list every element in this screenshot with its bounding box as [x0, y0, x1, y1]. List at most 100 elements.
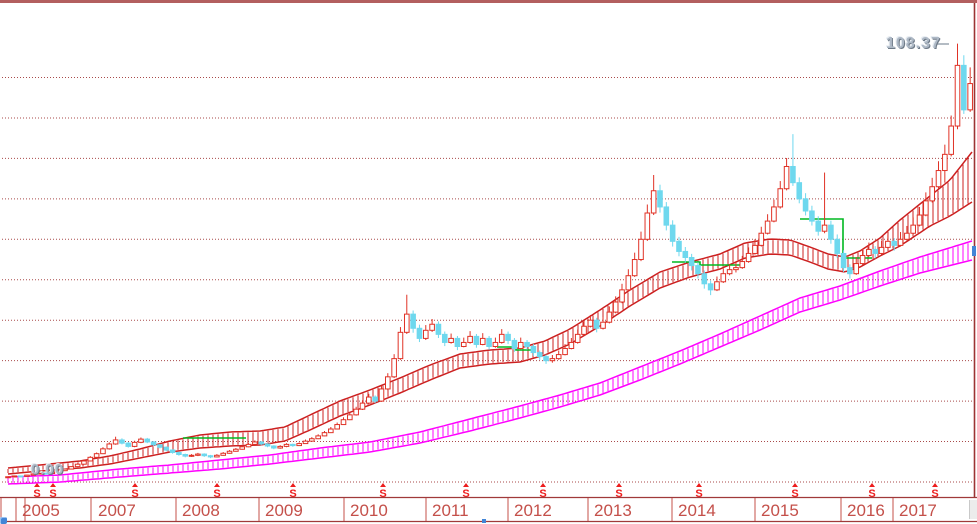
- candle-down: [43, 472, 49, 475]
- candle-up: [562, 348, 568, 356]
- candle-down: [169, 449, 176, 453]
- signal-arrow-icon: [932, 483, 938, 487]
- candle-up: [24, 474, 30, 477]
- candle-down: [441, 333, 448, 343]
- candle-down: [144, 438, 151, 443]
- candle-up: [606, 311, 613, 323]
- candle-up: [866, 248, 872, 256]
- signal-s-label: S: [49, 488, 56, 500]
- candle-down: [688, 257, 695, 267]
- signal-s-label: S: [615, 488, 622, 500]
- last-price-label: 108.37: [886, 35, 941, 52]
- x-axis-year-label: 2011: [432, 501, 469, 520]
- candle-up: [62, 468, 68, 472]
- signal-arrow-icon: [463, 483, 469, 487]
- signal-arrow-icon: [696, 483, 702, 487]
- candle-down: [809, 210, 815, 222]
- candle-up: [720, 273, 727, 283]
- candle-up: [904, 232, 910, 240]
- candle-up: [929, 186, 935, 202]
- candle-up: [448, 337, 454, 343]
- candle-up: [334, 424, 340, 430]
- candle-up: [252, 441, 258, 445]
- candle-up: [612, 301, 619, 313]
- candle-up: [359, 402, 366, 410]
- candle-up: [321, 432, 328, 437]
- candle-up: [11, 475, 18, 478]
- candle-down: [163, 446, 170, 451]
- candle-up: [112, 439, 119, 445]
- x-axis-year-label: 2015: [761, 501, 799, 520]
- x-axis-year-label: 2007: [98, 501, 136, 520]
- candle-up: [853, 263, 860, 275]
- candle-up: [555, 354, 562, 360]
- signal-arrow-icon: [792, 483, 798, 487]
- candle-down: [847, 267, 853, 275]
- candle-down: [530, 345, 537, 354]
- candle-up: [600, 321, 606, 329]
- candle-up: [581, 325, 587, 335]
- candle-up: [391, 358, 397, 378]
- signal-arrow-icon: [290, 483, 296, 487]
- x-axis-year-label: 2013: [594, 501, 632, 520]
- candle-up: [644, 212, 651, 240]
- candle-up: [309, 438, 315, 442]
- candle-down: [176, 451, 182, 455]
- x-axis-year-label: 2008: [182, 501, 220, 520]
- signal-s-label: S: [695, 488, 702, 500]
- candle-up: [93, 453, 100, 458]
- candle-down: [663, 206, 670, 226]
- candle-down: [828, 224, 834, 240]
- candle-up: [245, 443, 252, 448]
- candle-up: [758, 232, 765, 246]
- candle-up: [739, 261, 746, 269]
- candle-up: [638, 238, 644, 261]
- candle-up: [777, 188, 784, 208]
- candle-up: [498, 333, 505, 343]
- candle-up: [55, 470, 62, 473]
- candle-down: [802, 198, 809, 212]
- candle-down: [961, 64, 967, 111]
- candle-up: [74, 463, 81, 468]
- x-axis-year-label: 2010: [350, 501, 388, 520]
- candle-down: [695, 265, 701, 275]
- candle-up: [771, 206, 777, 222]
- candle-down: [669, 224, 676, 242]
- x-axis-year-label: 2017: [899, 501, 937, 520]
- candle-up: [885, 240, 891, 248]
- candle-up: [36, 472, 43, 475]
- candle-up: [619, 289, 625, 303]
- candle-up: [302, 440, 309, 445]
- candle-up: [283, 443, 290, 447]
- signal-s-label: S: [462, 488, 469, 500]
- candle-up: [726, 269, 733, 275]
- candle-up: [650, 190, 657, 214]
- candle-up: [764, 220, 771, 234]
- signal-arrow-icon: [869, 483, 875, 487]
- candle-up: [517, 341, 524, 350]
- candle-down: [676, 240, 682, 252]
- candle-up: [568, 341, 575, 350]
- candle-down: [271, 445, 277, 449]
- candle-up: [714, 281, 720, 291]
- candle-down: [207, 455, 214, 458]
- candle-down: [682, 250, 689, 259]
- candle-up: [81, 460, 87, 465]
- candle-up: [549, 358, 556, 362]
- candle-up: [745, 252, 752, 263]
- candle-down: [486, 337, 492, 347]
- candle-up: [214, 454, 220, 458]
- candle-down: [416, 327, 423, 339]
- candle-down: [834, 238, 841, 254]
- candle-down: [701, 273, 708, 285]
- candle-up: [131, 441, 138, 447]
- candle-down: [435, 323, 442, 335]
- candle-up: [821, 224, 828, 232]
- candle-up: [479, 337, 486, 345]
- candle-up: [100, 448, 106, 455]
- candle-up: [397, 331, 404, 360]
- candle-up: [87, 456, 94, 462]
- candle-down: [790, 165, 796, 184]
